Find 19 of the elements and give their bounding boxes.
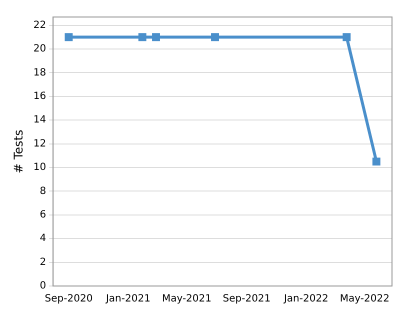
y-tick-label: 4 — [40, 233, 46, 244]
y-tick-label: 6 — [40, 209, 46, 220]
x-tick-label: May-2022 — [340, 294, 390, 305]
x-tick-label: Sep-2021 — [222, 294, 271, 305]
x-tick-label: Sep-2020 — [44, 294, 93, 305]
y-tick-label: 10 — [33, 162, 46, 174]
y-axis-title: # Tests — [11, 130, 26, 174]
y-tick-label: 20 — [33, 44, 46, 55]
x-tick-label: Jan-2022 — [282, 294, 328, 305]
y-tick-label: 12 — [33, 138, 46, 150]
y-tick-label: 14 — [33, 114, 46, 126]
y-tick-label: 8 — [40, 186, 46, 197]
y-tick-label: 2 — [40, 256, 46, 268]
y-tick-label: 16 — [33, 90, 46, 102]
x-tick-label: May-2021 — [162, 294, 212, 305]
y-tick-label: 18 — [33, 67, 46, 78]
y-tick-label: 0 — [40, 280, 46, 292]
x-tick-label: Jan-2021 — [104, 294, 150, 305]
y-tick-label: 22 — [33, 20, 46, 31]
